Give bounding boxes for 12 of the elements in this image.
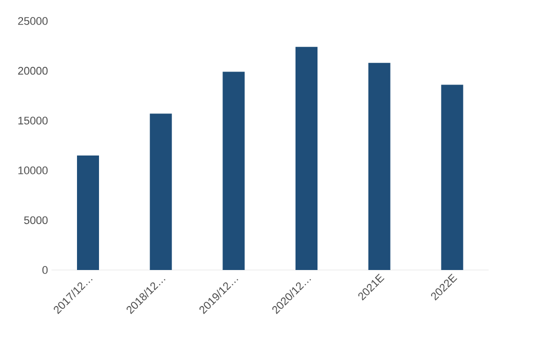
bar — [77, 155, 100, 270]
bar — [150, 114, 172, 270]
y-tick-label: 15000 — [18, 116, 48, 124]
bar — [296, 46, 318, 270]
y-tick-label: 20000 — [18, 66, 48, 75]
y-tick-label: 5000 — [24, 216, 48, 224]
bar — [368, 62, 390, 270]
bar — [222, 72, 245, 270]
y-tick-label: 0 — [42, 266, 48, 274]
y-tick-label: 25000 — [18, 17, 48, 25]
bar — [441, 84, 464, 270]
y-tick-label: 10000 — [18, 166, 48, 174]
